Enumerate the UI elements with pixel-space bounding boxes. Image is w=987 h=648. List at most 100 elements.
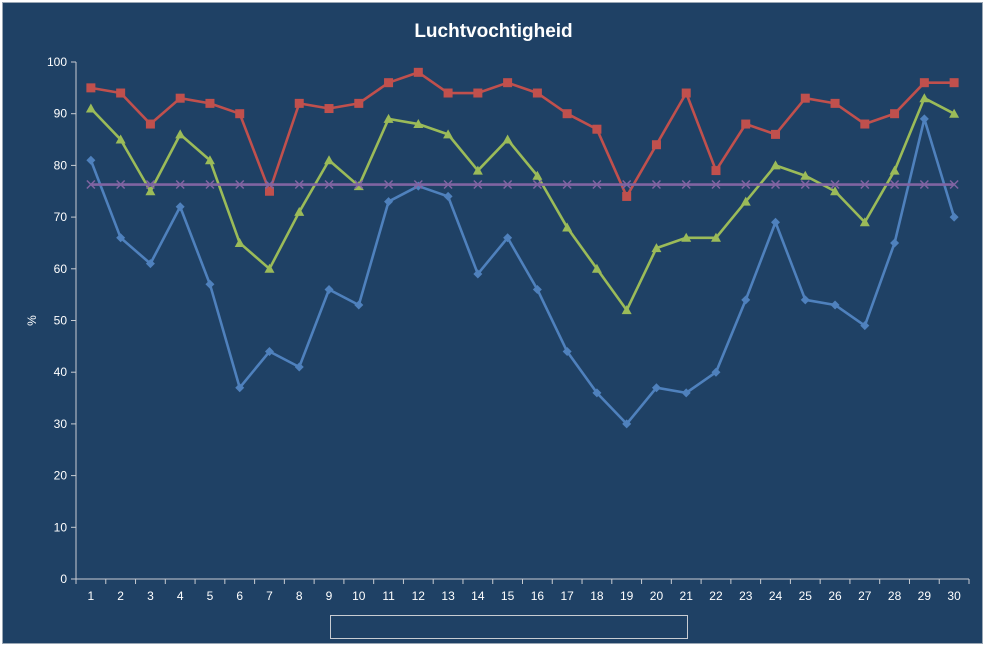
point-maand-gemiddelde-stroke	[413, 179, 423, 190]
point-min	[890, 238, 900, 248]
point-maand-gemiddelde	[145, 179, 155, 190]
point-min	[145, 259, 155, 269]
legend	[330, 615, 688, 639]
point-maand-gemiddelde	[235, 179, 245, 190]
point-maand-gemiddelde-stroke	[503, 179, 513, 190]
point-max	[413, 67, 423, 77]
point-maand-gemiddelde	[651, 179, 661, 190]
x-tick-label: 18	[590, 589, 604, 603]
x-tick-label: 25	[799, 589, 813, 603]
point-maand-gemiddelde-stroke	[592, 179, 602, 190]
x-tick-label: 14	[471, 589, 485, 603]
x-tick-label: 6	[236, 589, 243, 603]
point-maand-gemiddelde-stroke	[145, 179, 155, 190]
point-gem	[383, 113, 394, 123]
point-max	[86, 83, 96, 93]
point-min	[592, 388, 602, 398]
y-tick-label: 50	[54, 314, 68, 328]
point-gem	[651, 243, 662, 253]
x-tick-label: 27	[858, 589, 872, 603]
point-maand-gemiddelde	[264, 179, 275, 190]
x-tick-label: 29	[918, 589, 932, 603]
point-min	[413, 181, 423, 191]
x-tick-label: 26	[828, 589, 842, 603]
point-max	[116, 88, 126, 98]
x-tick-label: 30	[947, 589, 961, 603]
y-tick-label: 60	[54, 262, 68, 276]
point-max	[473, 88, 483, 98]
point-maand-gemiddelde	[890, 179, 900, 190]
point-min	[830, 300, 840, 310]
point-maand-gemiddelde	[413, 179, 423, 190]
y-tick-label: 0	[60, 572, 67, 586]
point-gem	[264, 263, 275, 273]
point-maand-gemiddelde	[205, 179, 215, 190]
point-maand-gemiddelde	[116, 179, 126, 190]
point-gem	[889, 165, 900, 175]
y-tick-label: 10	[54, 520, 68, 534]
point-gem	[85, 103, 96, 113]
point-max	[145, 119, 155, 129]
point-max	[264, 186, 274, 196]
point-min	[324, 284, 334, 294]
point-max	[503, 78, 513, 88]
point-maand-gemiddelde-stroke	[294, 179, 304, 190]
point-max	[205, 98, 215, 108]
point-max	[860, 119, 870, 129]
point-min	[235, 383, 245, 393]
point-maand-gemiddelde	[443, 179, 453, 190]
point-maand-gemiddelde-stroke	[919, 179, 929, 190]
point-gem	[740, 196, 751, 206]
point-max	[354, 98, 364, 108]
point-maand-gemiddelde	[175, 179, 185, 190]
point-gem	[175, 129, 186, 139]
x-tick-label: 5	[207, 589, 214, 603]
x-tick-label: 15	[501, 589, 515, 603]
point-max	[800, 93, 810, 103]
point-maand-gemiddelde	[324, 179, 334, 190]
x-tick-label: 7	[266, 589, 273, 603]
y-tick-label: 100	[47, 55, 67, 69]
point-maand-gemiddelde-stroke	[741, 179, 751, 190]
point-max	[443, 88, 453, 98]
point-gem	[443, 129, 454, 139]
point-maand-gemiddelde-stroke	[443, 179, 453, 190]
x-tick-label: 11	[382, 589, 395, 603]
x-tick-label: 10	[352, 589, 366, 603]
point-min	[919, 114, 929, 124]
point-maand-gemiddelde	[860, 179, 870, 190]
x-tick-label: 12	[412, 589, 426, 603]
point-gem	[949, 108, 960, 118]
point-maand-gemiddelde-stroke	[651, 179, 661, 190]
point-max	[235, 109, 245, 119]
point-max	[175, 93, 185, 103]
x-tick-label: 21	[680, 589, 694, 603]
point-min	[116, 233, 126, 243]
point-maand-gemiddelde-stroke	[354, 179, 364, 190]
point-max	[949, 78, 959, 88]
x-tick-label: 20	[650, 589, 664, 603]
point-maand-gemiddelde-stroke	[324, 179, 334, 190]
point-gem	[115, 134, 126, 144]
point-maand-gemiddelde-stroke	[800, 179, 810, 190]
point-min	[622, 419, 632, 429]
point-min	[562, 347, 572, 357]
point-maand-gemiddelde-stroke	[830, 179, 840, 190]
point-gem	[324, 155, 335, 165]
x-tick-label: 28	[888, 589, 902, 603]
point-gem	[204, 155, 215, 165]
y-tick-label: 80	[54, 158, 68, 172]
x-tick-label: 24	[769, 589, 783, 603]
y-tick-label: 70	[54, 210, 68, 224]
point-max	[711, 166, 721, 176]
point-maand-gemiddelde	[592, 179, 602, 190]
point-min	[503, 233, 513, 243]
point-maand-gemiddelde-stroke	[235, 179, 245, 190]
point-maand-gemiddelde	[919, 179, 929, 190]
point-maand-gemiddelde	[384, 179, 394, 190]
point-max	[681, 88, 691, 98]
point-min	[294, 362, 304, 372]
point-max	[324, 104, 334, 114]
point-gem	[591, 263, 602, 273]
y-tick-label: 90	[54, 107, 68, 121]
